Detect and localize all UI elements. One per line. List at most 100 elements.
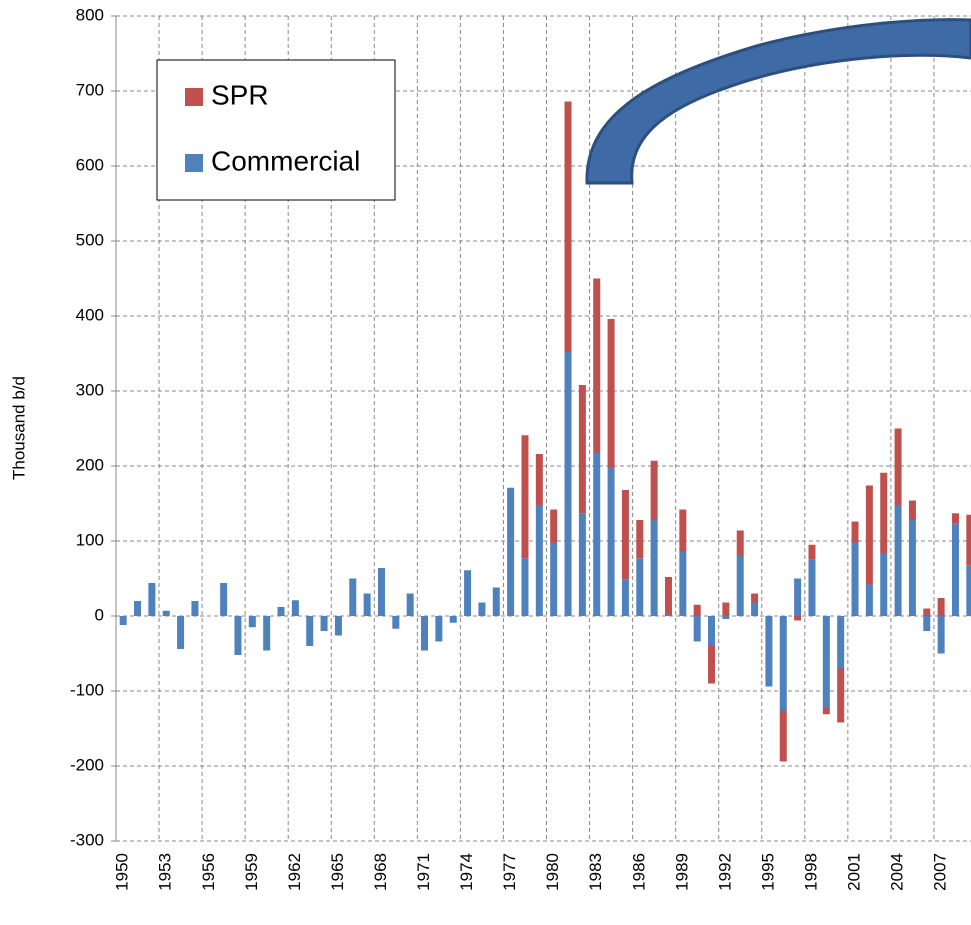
bar <box>148 583 156 616</box>
bar <box>464 570 472 616</box>
y-tick-label: -200 <box>70 755 104 774</box>
x-tick-label: 2007 <box>931 853 950 891</box>
bar <box>578 385 586 514</box>
bar <box>392 616 400 629</box>
x-tick-label: 1998 <box>801 853 820 891</box>
bar <box>865 485 873 585</box>
bar <box>320 616 328 631</box>
y-tick-label: 600 <box>76 155 104 174</box>
bar <box>951 513 959 524</box>
bar <box>507 487 515 616</box>
bar <box>521 558 529 616</box>
bar <box>808 559 816 616</box>
bar <box>693 616 701 642</box>
plot: -300 -200 -100 0 100 200 300 400 500 600 700 800 195… <box>70 5 971 891</box>
bar <box>794 616 802 621</box>
bar <box>564 352 572 616</box>
bar <box>966 514 971 566</box>
bar <box>593 278 601 453</box>
bar <box>851 542 859 616</box>
x-tick-label: 1962 <box>285 853 304 891</box>
x-tick-label: 1989 <box>672 853 691 891</box>
x-tick-label: 2004 <box>888 853 907 891</box>
bar <box>708 616 716 646</box>
bar <box>865 584 873 616</box>
bar <box>822 707 830 715</box>
bar <box>363 593 371 616</box>
y-axis-title: Thousand b/d <box>9 376 28 480</box>
bar <box>880 472 888 553</box>
bar <box>908 500 916 520</box>
bar <box>334 616 342 636</box>
bar <box>908 520 916 616</box>
bar <box>937 616 945 654</box>
bar <box>693 604 701 616</box>
legend: SPR Commercial <box>156 59 396 201</box>
arrow-shape <box>585 18 971 185</box>
bar <box>578 513 586 616</box>
bar <box>291 600 299 616</box>
x-tick-label: 1983 <box>586 853 605 891</box>
bar <box>406 593 414 616</box>
bar <box>679 509 687 552</box>
bar <box>134 601 142 616</box>
bar <box>306 616 314 646</box>
bar <box>177 616 185 649</box>
x-tick-label: 2001 <box>845 853 864 891</box>
x-tick-label: 1977 <box>500 853 519 891</box>
bar <box>708 646 716 684</box>
y-tick-label: -100 <box>70 680 104 699</box>
legend-label: Commercial <box>211 145 360 176</box>
bar <box>593 452 601 616</box>
bar <box>564 101 572 352</box>
bar <box>722 602 730 616</box>
x-tick-label: 1959 <box>242 853 261 891</box>
bar <box>951 523 959 616</box>
bar <box>191 601 199 616</box>
bar <box>636 558 644 616</box>
bar <box>521 435 529 559</box>
bar <box>779 710 787 762</box>
bar <box>234 616 242 655</box>
bar <box>636 520 644 559</box>
bar <box>277 607 285 616</box>
x-tick-label: 1953 <box>156 853 175 891</box>
x-tick-label: 1971 <box>414 853 433 891</box>
bar <box>162 610 170 616</box>
bar <box>923 616 931 631</box>
bar <box>722 616 730 619</box>
bar <box>621 490 629 580</box>
y-tick-label: -300 <box>70 830 104 849</box>
bar <box>923 608 931 616</box>
y-tick-label: 200 <box>76 455 104 474</box>
y-tick-label: 300 <box>76 380 104 399</box>
bar <box>851 521 859 543</box>
bar <box>664 577 672 615</box>
bar <box>736 530 744 556</box>
y-tick-label: 400 <box>76 305 104 324</box>
x-tick-label: 1965 <box>328 853 347 891</box>
x-tick-label: 1956 <box>199 853 218 891</box>
bar <box>550 509 558 543</box>
bar <box>478 602 486 616</box>
bar <box>621 579 629 616</box>
bar <box>607 467 615 616</box>
legend-swatch <box>185 88 203 106</box>
x-tick-label: 1995 <box>758 853 777 891</box>
bar <box>535 454 543 505</box>
bar <box>794 578 802 616</box>
bar <box>894 505 902 616</box>
bar <box>837 616 845 669</box>
legend-swatch <box>185 154 203 172</box>
bar <box>966 565 971 616</box>
y-tick-label: 800 <box>76 5 104 24</box>
bar <box>837 668 845 723</box>
bar <box>248 616 256 628</box>
x-tick-label: 1968 <box>371 853 390 891</box>
bar <box>349 578 357 616</box>
bar <box>492 587 500 616</box>
x-tick-label: 1950 <box>113 853 132 891</box>
y-tick-label: 500 <box>76 230 104 249</box>
